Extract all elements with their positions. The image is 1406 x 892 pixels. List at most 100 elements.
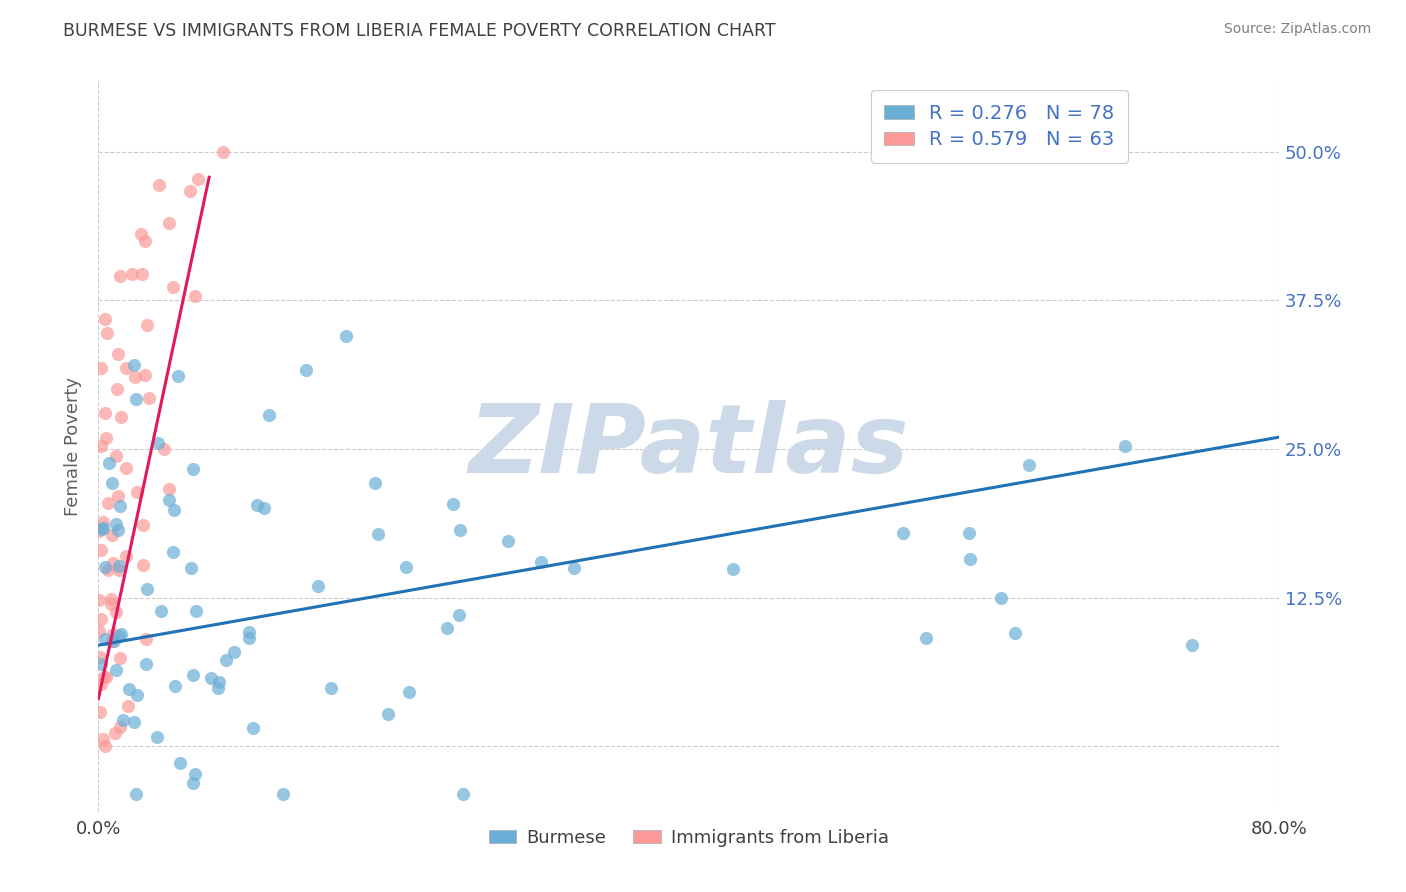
Point bbox=[118, 681, 141, 696]
Point bbox=[101, 476, 124, 491]
Point bbox=[132, 517, 155, 532]
Point bbox=[181, 776, 204, 790]
Point bbox=[94, 406, 117, 420]
Text: Source: ZipAtlas.com: Source: ZipAtlas.com bbox=[1223, 22, 1371, 37]
Point bbox=[321, 681, 343, 696]
Point bbox=[1018, 458, 1040, 472]
Point bbox=[122, 358, 145, 372]
Point bbox=[157, 216, 180, 230]
Point bbox=[108, 563, 131, 577]
Point bbox=[89, 592, 111, 607]
Point bbox=[162, 545, 184, 559]
Point bbox=[208, 674, 231, 689]
Point bbox=[101, 633, 124, 648]
Point bbox=[94, 632, 117, 647]
Point bbox=[105, 450, 128, 464]
Point bbox=[93, 559, 115, 574]
Point bbox=[257, 408, 280, 422]
Point bbox=[90, 543, 112, 558]
Point bbox=[135, 632, 157, 646]
Point bbox=[295, 363, 318, 377]
Point bbox=[377, 706, 399, 721]
Point bbox=[117, 698, 139, 713]
Point bbox=[148, 435, 170, 450]
Point bbox=[110, 409, 132, 424]
Point bbox=[1114, 439, 1136, 453]
Point bbox=[87, 524, 110, 539]
Point bbox=[367, 527, 389, 541]
Point bbox=[104, 605, 127, 619]
Point bbox=[959, 552, 981, 566]
Point bbox=[122, 714, 145, 729]
Point bbox=[105, 382, 128, 396]
Point bbox=[135, 582, 157, 597]
Point bbox=[90, 657, 112, 671]
Point bbox=[450, 523, 472, 537]
Point bbox=[395, 560, 418, 574]
Point bbox=[498, 534, 520, 549]
Point bbox=[238, 625, 260, 640]
Point bbox=[138, 391, 160, 405]
Point bbox=[169, 756, 191, 771]
Point bbox=[90, 439, 112, 453]
Point bbox=[129, 227, 152, 241]
Point bbox=[131, 268, 153, 282]
Point bbox=[90, 612, 112, 626]
Point bbox=[90, 677, 112, 691]
Point bbox=[183, 462, 205, 476]
Point bbox=[153, 442, 176, 456]
Point bbox=[163, 502, 186, 516]
Point bbox=[162, 280, 184, 294]
Point bbox=[451, 787, 474, 801]
Point bbox=[184, 767, 207, 781]
Point bbox=[180, 561, 202, 575]
Point bbox=[107, 523, 129, 537]
Point bbox=[148, 178, 170, 192]
Point bbox=[97, 496, 120, 510]
Point bbox=[181, 667, 204, 681]
Point bbox=[108, 500, 131, 514]
Point bbox=[990, 591, 1012, 606]
Point bbox=[449, 608, 471, 623]
Point bbox=[157, 493, 180, 508]
Point bbox=[186, 604, 208, 618]
Point bbox=[224, 645, 246, 659]
Point bbox=[91, 521, 114, 535]
Point bbox=[104, 726, 127, 740]
Point bbox=[335, 329, 357, 343]
Point bbox=[107, 489, 129, 503]
Point bbox=[96, 326, 118, 341]
Point bbox=[184, 289, 207, 303]
Point bbox=[104, 663, 127, 677]
Point bbox=[157, 482, 180, 496]
Point bbox=[110, 627, 132, 641]
Point bbox=[441, 497, 464, 511]
Point bbox=[100, 592, 122, 607]
Point bbox=[891, 526, 914, 541]
Point bbox=[108, 720, 131, 734]
Y-axis label: Female Poverty: Female Poverty bbox=[65, 376, 83, 516]
Point bbox=[125, 787, 148, 801]
Point bbox=[97, 563, 120, 577]
Point bbox=[104, 517, 127, 532]
Point bbox=[108, 650, 131, 665]
Point bbox=[103, 634, 125, 648]
Text: ZIPatlas: ZIPatlas bbox=[468, 400, 910, 492]
Point bbox=[108, 269, 131, 284]
Legend: Burmese, Immigrants from Liberia: Burmese, Immigrants from Liberia bbox=[481, 822, 897, 854]
Point bbox=[124, 369, 146, 384]
Point bbox=[271, 787, 294, 801]
Point bbox=[89, 649, 111, 664]
Point bbox=[100, 597, 122, 611]
Point bbox=[94, 739, 117, 754]
Point bbox=[91, 522, 114, 536]
Point bbox=[101, 556, 124, 570]
Point bbox=[115, 360, 138, 375]
Point bbox=[207, 681, 229, 695]
Point bbox=[246, 498, 269, 512]
Point bbox=[200, 671, 222, 685]
Point bbox=[135, 318, 157, 332]
Point bbox=[1181, 638, 1204, 652]
Point bbox=[134, 368, 156, 383]
Point bbox=[108, 629, 131, 643]
